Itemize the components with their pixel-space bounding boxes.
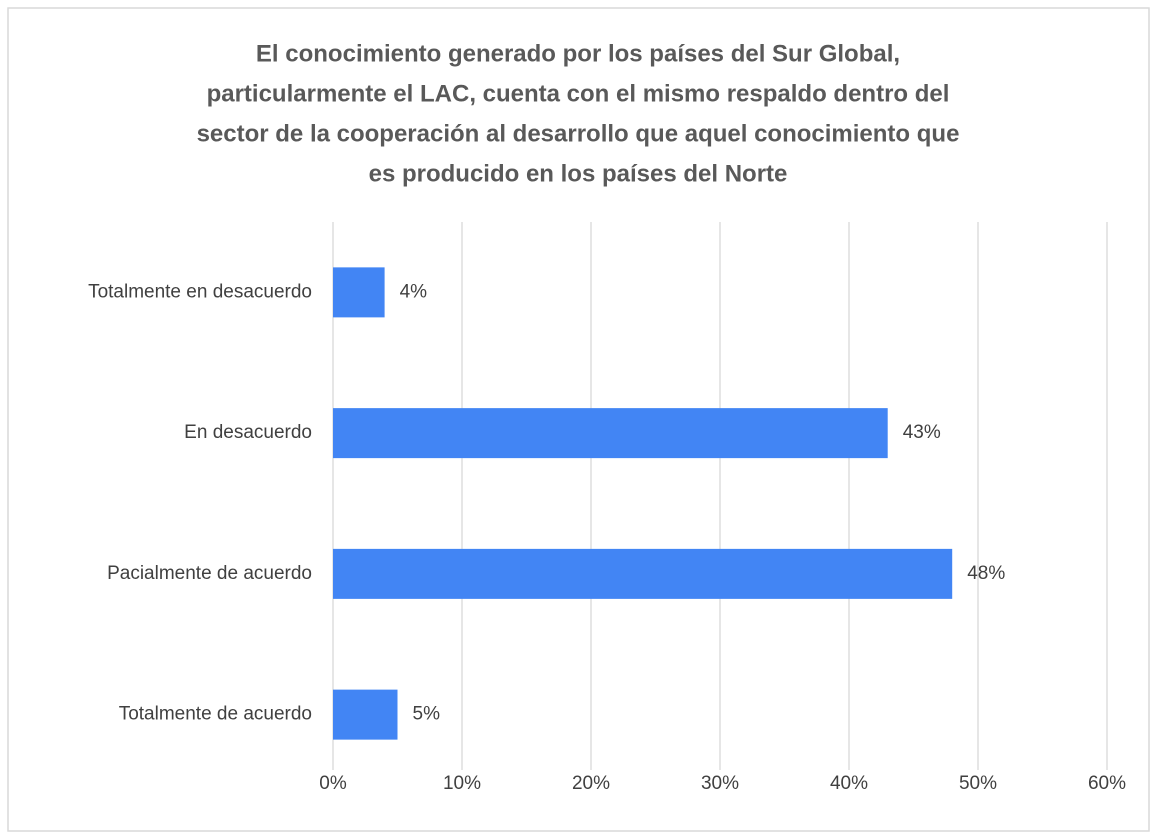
y-tick-label: Pacialmente de acuerdo — [107, 563, 312, 584]
bar — [333, 689, 398, 740]
data-label: 5% — [413, 704, 441, 725]
y-tick-label: Totalmente en desacuerdo — [88, 281, 312, 302]
bar — [333, 548, 953, 599]
y-tick-label: En desacuerdo — [184, 422, 312, 443]
bar — [333, 408, 888, 459]
x-tick-label: 60% — [1088, 773, 1126, 794]
chart-title: es producido en los países del Norte — [369, 160, 788, 187]
x-tick-label: 40% — [830, 773, 868, 794]
chart-title: El conocimiento generado por los países … — [256, 40, 900, 67]
bar — [333, 267, 385, 318]
x-tick-label: 0% — [319, 773, 347, 794]
data-label: 43% — [903, 422, 941, 443]
data-label: 4% — [400, 281, 428, 302]
chart-title: sector de la cooperación al desarrollo q… — [197, 120, 960, 147]
y-tick-label: Totalmente de acuerdo — [119, 704, 312, 725]
x-tick-label: 20% — [572, 773, 610, 794]
x-tick-label: 30% — [701, 773, 739, 794]
data-label: 48% — [967, 563, 1005, 584]
x-tick-label: 50% — [959, 773, 997, 794]
x-tick-label: 10% — [443, 773, 481, 794]
chart-title: particularmente el LAC, cuenta con el mi… — [207, 80, 950, 107]
